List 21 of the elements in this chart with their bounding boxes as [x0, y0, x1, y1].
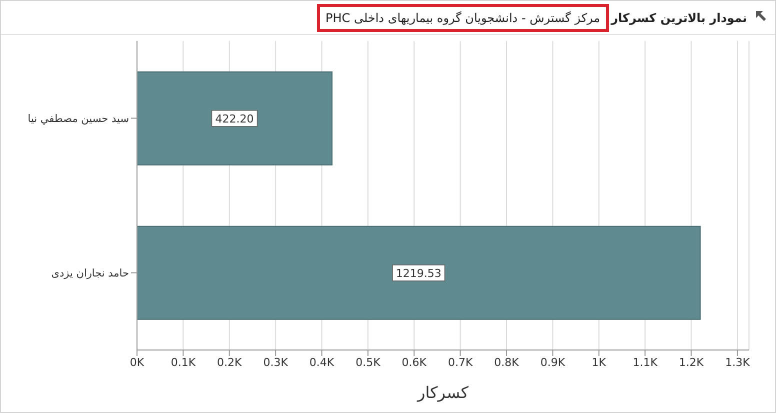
x-tick-label: 0.3K [263, 356, 289, 369]
highlight-frame: مرکز گسترش - دانشجویان گروه بیماریهای داخلی PHC [316, 4, 610, 32]
x-tick-label: 0.7K [448, 356, 474, 369]
data-label: 422.20 [215, 112, 254, 126]
x-tick-label: 0.1K [170, 356, 196, 369]
x-tick-label: 1.2K [678, 356, 704, 369]
x-tick-label: 0K [130, 356, 145, 369]
chart-title: نمودار بالاترین کسرکار [611, 10, 747, 24]
x-tick-label: 0.4K [309, 356, 335, 369]
x-tick-label: 0.6K [402, 356, 428, 369]
x-tick-label: 1.3K [725, 356, 751, 369]
data-label: 1219.53 [396, 266, 442, 280]
x-tick-label: 0.2K [217, 356, 243, 369]
y-tick-label: حامد نجاران يزدی [51, 267, 129, 280]
x-tick-label: 0.9K [540, 356, 566, 369]
x-tick-label: 1.1K [632, 356, 658, 369]
x-tick-label: 0.5K [356, 356, 382, 369]
x-axis-title: کسرکار [416, 383, 469, 402]
x-tick-label: 0.8K [494, 356, 520, 369]
y-tick-label: سيد حسين مصطفي نيا [28, 112, 129, 125]
x-tick-label: 1K [592, 356, 607, 369]
